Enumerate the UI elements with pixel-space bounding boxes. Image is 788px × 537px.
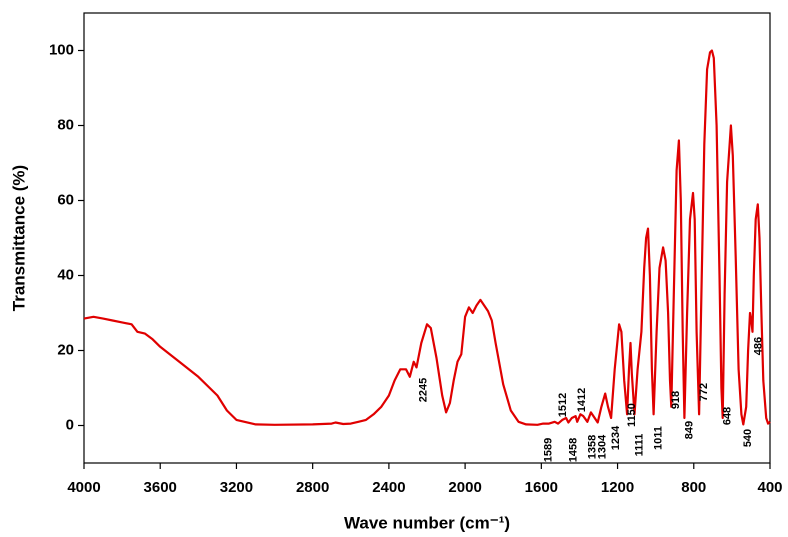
x-tick-label: 2400 bbox=[372, 479, 405, 496]
x-tick-label: 1600 bbox=[525, 479, 558, 496]
peak-label: 1150 bbox=[626, 403, 638, 427]
x-tick-label: 800 bbox=[681, 479, 706, 496]
peak-label: 1358 bbox=[586, 435, 598, 459]
peak-label: 1589 bbox=[542, 438, 554, 462]
y-axis-label: Transmittance (%) bbox=[9, 165, 28, 311]
peak-label: 1512 bbox=[557, 393, 569, 417]
peak-label: 849 bbox=[683, 421, 695, 439]
plot-frame bbox=[83, 12, 771, 464]
peak-label: 918 bbox=[670, 391, 682, 409]
peak-label: 1304 bbox=[597, 434, 609, 459]
x-tick-label: 4000 bbox=[67, 479, 100, 496]
x-tick-label: 1200 bbox=[601, 479, 634, 496]
peak-label: 540 bbox=[742, 429, 754, 447]
y-tick-label: 0 bbox=[66, 416, 74, 433]
peak-label: 772 bbox=[698, 383, 710, 401]
x-axis-label: Wave number (cm⁻¹) bbox=[344, 513, 510, 532]
y-tick-label: 20 bbox=[57, 341, 74, 358]
peak-label: 1111 bbox=[633, 434, 645, 457]
peak-label: 1412 bbox=[576, 388, 588, 412]
y-tick-label: 40 bbox=[57, 266, 74, 283]
y-tick-label: 60 bbox=[57, 191, 74, 208]
peak-label: 1458 bbox=[567, 438, 579, 462]
peak-label: 1011 bbox=[652, 426, 664, 450]
x-tick-label: 3600 bbox=[144, 479, 177, 496]
y-tick-label: 80 bbox=[57, 116, 74, 133]
x-tick-label: 2000 bbox=[448, 479, 481, 496]
peak-label: 1234 bbox=[610, 425, 622, 450]
x-tick-label: 3200 bbox=[220, 479, 253, 496]
x-tick-label: 2800 bbox=[296, 479, 329, 496]
peak-label: 486 bbox=[753, 337, 765, 355]
y-tick-label: 100 bbox=[49, 41, 74, 58]
peak-label: 648 bbox=[722, 407, 734, 425]
peak-label: 2245 bbox=[417, 378, 429, 402]
spectrum-line bbox=[83, 49, 771, 426]
x-tick-label: 400 bbox=[757, 479, 782, 496]
